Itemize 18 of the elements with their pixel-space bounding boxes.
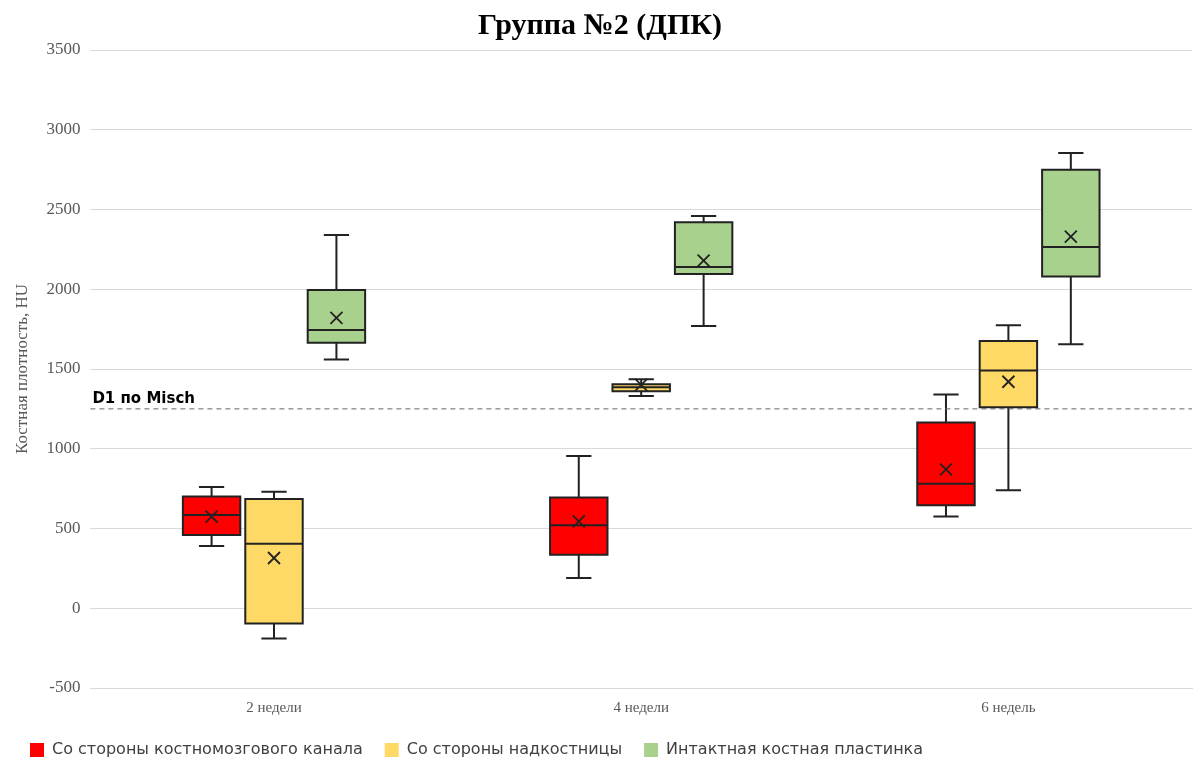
legend-label: Интактная костная пластинка	[666, 739, 924, 759]
x-tick-label: 4 недели	[613, 698, 669, 715]
y-tick-label: 3500	[46, 39, 81, 59]
y-tick-label: 500	[54, 517, 81, 537]
y-tick-label: 2500	[46, 198, 81, 218]
x-tick-label: 6 недель	[981, 698, 1036, 715]
y-tick-label: 3000	[46, 119, 81, 139]
y-axis-title: Костная плотность, HU	[11, 283, 31, 455]
chart-title: Группа №2 (ДПК)	[478, 6, 722, 41]
x-tick-label: 2 недели	[246, 698, 302, 715]
y-tick-label: -500	[49, 677, 81, 697]
y-tick-label: 1500	[46, 358, 81, 378]
y-tick-label: 0	[71, 597, 81, 617]
ref-line-label: D1 по Misch	[92, 389, 195, 408]
legend-label: Со стороны костномозгового канала	[52, 739, 363, 759]
legend-label: Со стороны надкостницы	[406, 739, 623, 759]
y-tick-label: 1000	[46, 438, 81, 458]
y-tick-label: 2000	[46, 278, 81, 298]
